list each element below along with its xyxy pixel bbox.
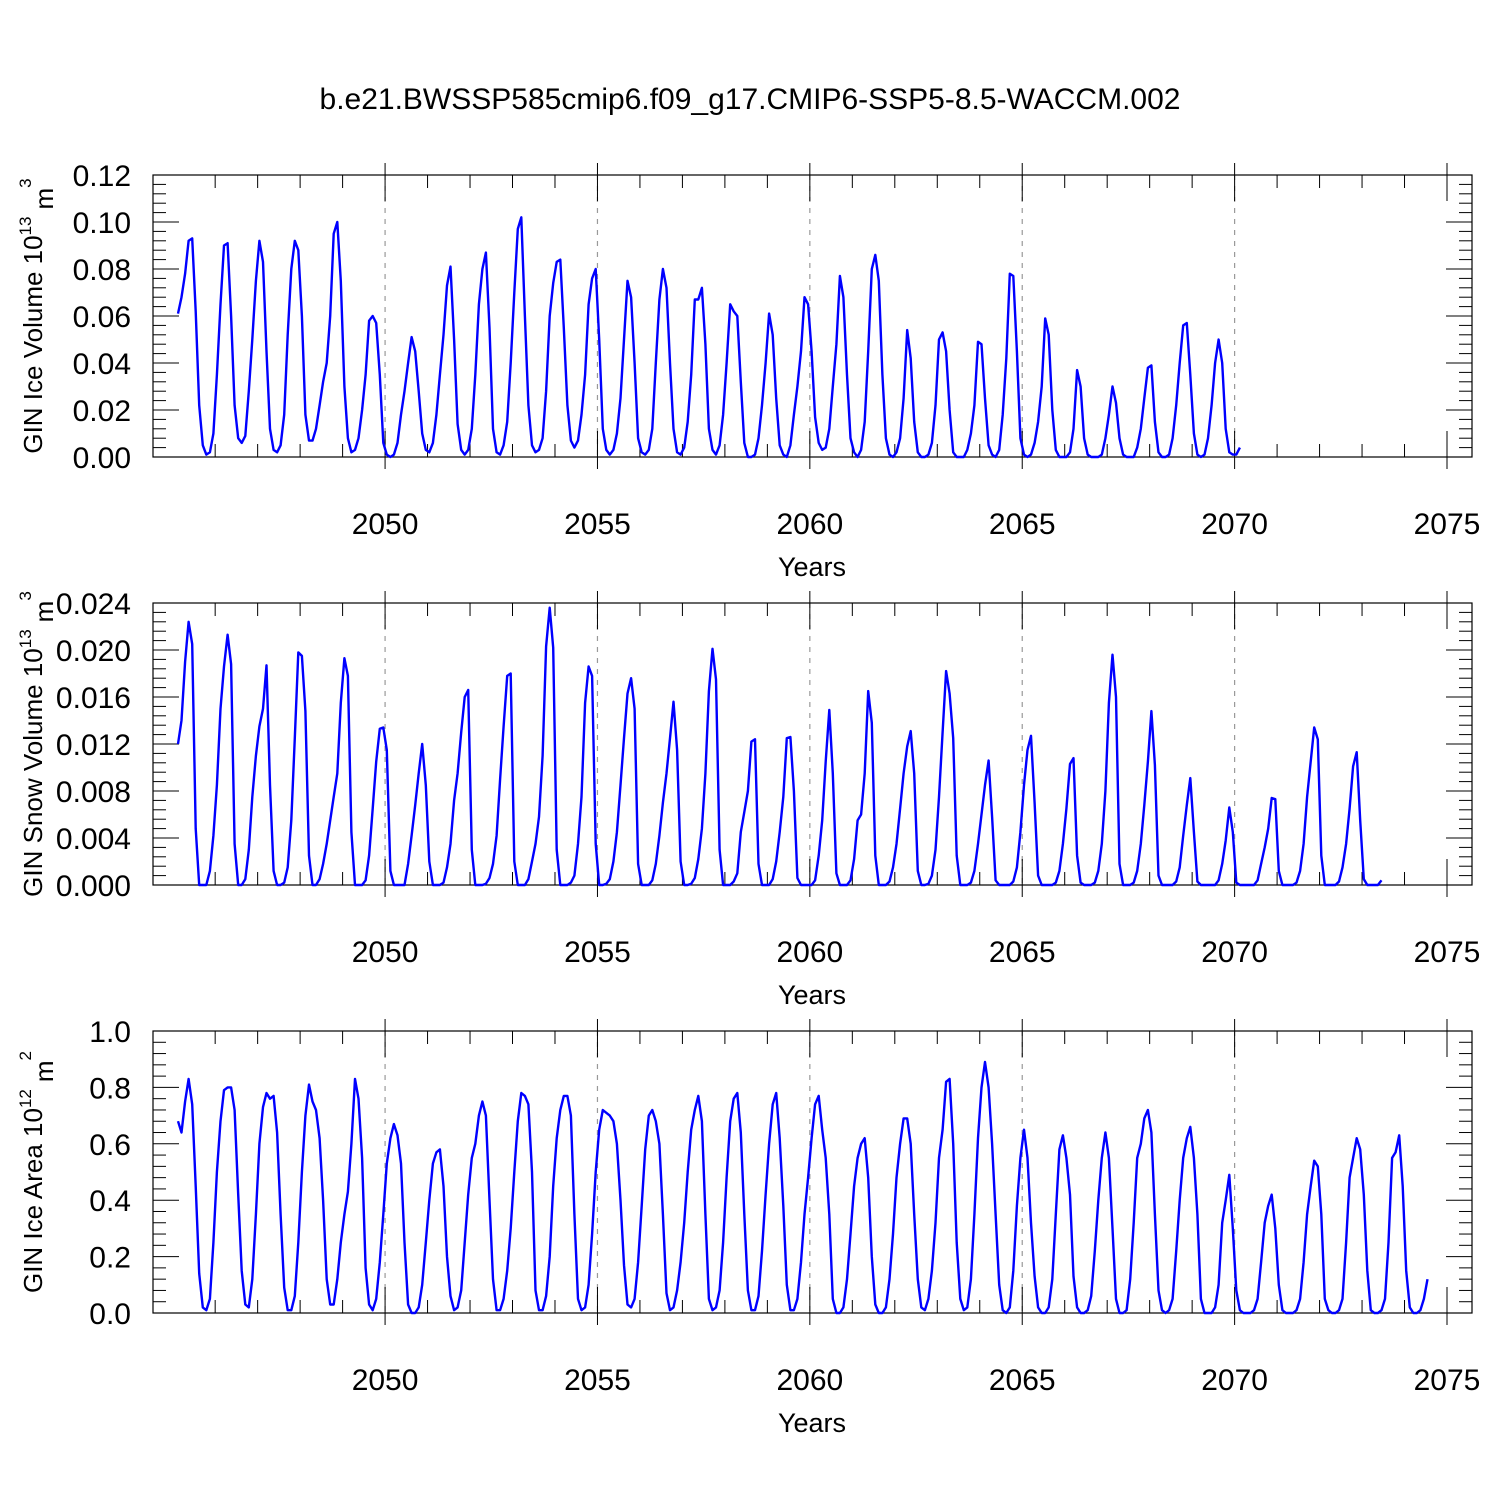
y-axis-label: GIN Ice Area 1012 m2: [16, 1051, 59, 1293]
y-axis-label-ylabel-unit-exp: 3: [16, 591, 35, 600]
x-tick-label: 2075: [1414, 1364, 1481, 1397]
y-tick-label: 0.000: [56, 870, 131, 903]
y-tick-label: 0.6: [89, 1129, 131, 1162]
x-tick-label: 2060: [776, 1364, 843, 1397]
y-axis-label-ylabel-unit: m: [29, 1060, 59, 1082]
y-axis-label-ylabel-exp: 13: [16, 216, 35, 235]
y-axis-label-ylabel-exp: 13: [16, 629, 35, 648]
y-tick-label: 0.024: [56, 588, 131, 621]
x-axis-label: Years: [778, 980, 846, 1010]
x-tick-label: 2075: [1414, 508, 1481, 541]
y-tick-label: 0.00: [73, 442, 131, 475]
y-tick-label: 0.8: [89, 1072, 131, 1105]
y-axis-label-ylabel-unit-exp: 3: [16, 178, 35, 187]
x-tick-label: 2050: [352, 1364, 419, 1397]
x-tick-label: 2065: [989, 508, 1056, 541]
plot-frame: [152, 1030, 1473, 1314]
y-tick-label: 0.008: [56, 776, 131, 809]
x-tick-label: 2060: [776, 936, 843, 969]
x-axis-label: Years: [778, 1408, 846, 1438]
x-tick-label: 2065: [989, 936, 1056, 969]
plot-frame: [152, 174, 1473, 458]
x-tick-label: 2075: [1414, 936, 1481, 969]
y-tick-label: 0.2: [89, 1242, 131, 1275]
x-tick-label: 2055: [564, 508, 631, 541]
x-tick-label: 2055: [564, 936, 631, 969]
y-axis-label-ylabel: GIN Ice Volume 10: [18, 235, 48, 453]
y-axis-label-ylabel-exp: 12: [16, 1089, 35, 1108]
x-tick-label: 2070: [1201, 936, 1268, 969]
series-line: [176, 1060, 1429, 1315]
y-tick-label: 0.06: [73, 301, 131, 334]
y-tick-label: 0.04: [73, 348, 131, 381]
series-line: [176, 606, 1383, 887]
plot-title: b.e21.BWSSP585cmip6.f09_g17.CMIP6-SSP5-8…: [319, 83, 1181, 116]
y-tick-label: 0.020: [56, 635, 131, 668]
series-line: [176, 216, 1241, 459]
x-tick-label: 2070: [1201, 508, 1268, 541]
x-tick-label: 2055: [564, 1364, 631, 1397]
y-axis-label: GIN Snow Volume 1013 m3: [16, 591, 59, 897]
x-tick-label: 2065: [989, 1364, 1056, 1397]
x-tick-label: 2060: [776, 508, 843, 541]
y-axis-label-ylabel-unit: m: [29, 601, 59, 623]
y-axis-label: GIN Ice Volume 1013 m3: [16, 178, 59, 453]
y-tick-label: 0.012: [56, 729, 131, 762]
y-tick-label: 0.10: [73, 207, 131, 240]
y-tick-label: 0.12: [73, 160, 131, 193]
y-axis-label-ylabel: GIN Snow Volume 10: [18, 648, 48, 897]
x-axis-label: Years: [778, 552, 846, 582]
y-axis-label-ylabel-unit-exp: 2: [16, 1051, 35, 1060]
x-tick-label: 2070: [1201, 1364, 1268, 1397]
y-tick-label: 0.4: [89, 1185, 131, 1218]
y-tick-label: 0.0: [89, 1298, 131, 1331]
y-tick-label: 1.0: [89, 1016, 131, 1049]
y-axis-label-ylabel-unit: m: [29, 188, 59, 210]
y-tick-label: 0.004: [56, 823, 131, 856]
x-tick-label: 2050: [352, 508, 419, 541]
x-tick-label: 2050: [352, 936, 419, 969]
y-tick-label: 0.02: [73, 395, 131, 428]
y-tick-label: 0.08: [73, 254, 131, 287]
y-axis-label-ylabel: GIN Ice Area 10: [18, 1108, 48, 1293]
plot-frame: [152, 602, 1473, 886]
y-tick-label: 0.016: [56, 682, 131, 715]
